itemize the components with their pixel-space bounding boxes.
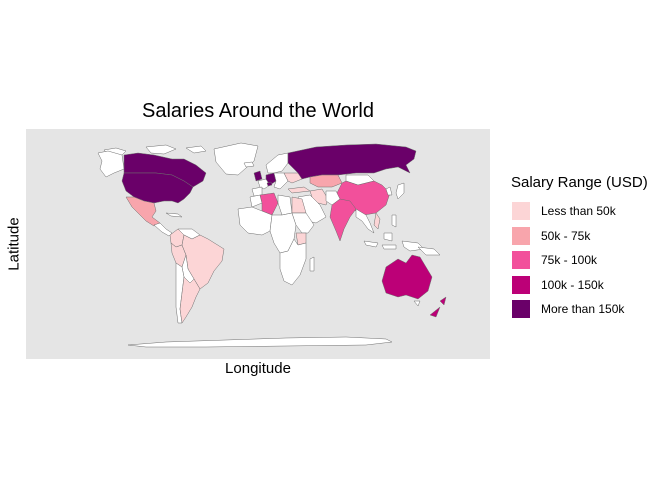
map-region-united-states (121, 172, 194, 204)
map-region-russia (287, 143, 417, 180)
legend-swatch (511, 225, 531, 246)
legend-item: 50k - 75k (511, 224, 648, 249)
map-region-vietnam (373, 212, 381, 230)
legend-label: More than 150k (541, 302, 625, 317)
map-region-mexico (125, 196, 161, 227)
map-region-philippines (391, 214, 397, 228)
x-axis-label: Longitude (225, 360, 291, 377)
chart-title: Salaries Around the World (142, 100, 374, 122)
legend: Salary Range (USD) Less than 50k 50k - 7… (511, 174, 648, 322)
map-region-indonesia (363, 232, 425, 252)
map-region-turkey (287, 186, 311, 194)
legend-swatch (511, 201, 531, 222)
map-region-greenland (213, 142, 259, 176)
map-region-germany (265, 172, 277, 186)
map-region-kazakhstan (309, 174, 343, 188)
map-region-spain (251, 186, 263, 197)
map-region-japan (395, 182, 405, 200)
map-region-cuba (165, 212, 183, 218)
legend-label: Less than 50k (541, 204, 616, 219)
legend-item: 75k - 100k (511, 248, 648, 273)
map-panel (26, 129, 490, 359)
y-axis-label: Latitude (5, 217, 23, 271)
legend-swatch (511, 274, 531, 295)
legend-item: Less than 50k (511, 199, 648, 224)
map-region-east-africa (291, 212, 315, 234)
map-region-central-america (153, 222, 173, 237)
map-region-united-kingdom (253, 170, 263, 182)
map-region-scandinavia (265, 152, 289, 174)
legend-label: 100k - 150k (541, 277, 604, 292)
map-region-australia (381, 254, 433, 300)
map-region-libya (277, 194, 293, 216)
map-region-new-zealand (429, 296, 447, 318)
legend-label: 50k - 75k (541, 228, 591, 243)
legend-swatch (511, 250, 531, 271)
legend-item: More than 150k (511, 297, 648, 322)
map-region-madagascar (309, 256, 315, 272)
legend-swatch (511, 299, 531, 320)
map-region-southeast-asia (355, 208, 375, 234)
map-region-ukraine (283, 172, 303, 184)
legend-label: 75k - 100k (541, 253, 598, 268)
legend-item: 100k - 150k (511, 273, 648, 298)
map-region-tasmania (413, 300, 421, 307)
map-region-switzerland (266, 181, 273, 187)
legend-title: Salary Range (USD) (511, 174, 648, 191)
world-map (97, 142, 447, 348)
map-region-india (329, 198, 357, 242)
map-region-france (257, 178, 271, 190)
map-region-korea (385, 186, 393, 196)
map-region-southern-africa (279, 238, 307, 286)
map-region-argentina (179, 276, 201, 324)
map-region-iran (309, 188, 329, 206)
map-region-antarctica (127, 336, 393, 348)
map-region-new-guinea (417, 246, 441, 256)
map-region-iceland (243, 161, 255, 168)
map-region-alaska (97, 150, 125, 178)
